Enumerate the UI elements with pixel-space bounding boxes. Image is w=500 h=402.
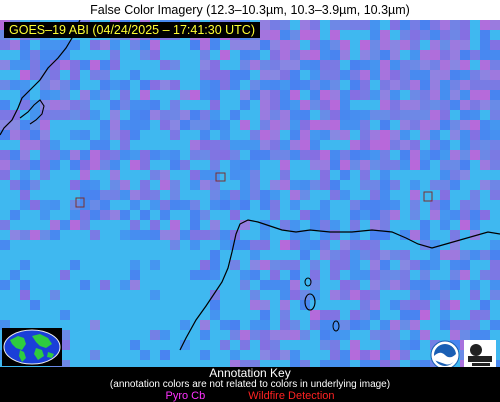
- cimss-logo: [464, 340, 496, 367]
- island-outline: [332, 320, 340, 332]
- legend-wildfire-detection: Wildfire Detection: [248, 390, 335, 402]
- detection-box: [75, 197, 85, 208]
- annotation-key-note: (annotation colors are not related to co…: [109, 379, 391, 390]
- noaa-logo: [430, 340, 460, 367]
- detection-box: [215, 172, 226, 182]
- annotation-key-title: Annotation Key: [209, 366, 291, 380]
- annotation-key-items: Pyro Cb Wildfire Detection: [0, 390, 500, 402]
- detection-box: [423, 191, 433, 202]
- false-color-imagery: [0, 20, 500, 367]
- satellite-map: GOES–19 ABI (04/24/2025 – 17:41:30 UTC): [0, 20, 500, 367]
- coastline-west: [0, 20, 81, 136]
- coastline-bay: [19, 99, 45, 125]
- image-title: False Color Imagery (12.3–10.3µm, 10.3–3…: [0, 0, 500, 20]
- satellite-label: GOES–19 ABI (04/24/2025 – 17:41:30 UTC): [4, 22, 260, 38]
- annotation-key: Annotation Key (annotation colors are no…: [0, 367, 500, 402]
- globe-inset-icon: [2, 328, 62, 366]
- legend-pyro-cb: Pyro Cb: [165, 390, 206, 402]
- imagery-pixels: [0, 20, 500, 367]
- island-outline: [304, 277, 312, 287]
- coastline-south: [179, 219, 500, 351]
- island-outline: [304, 293, 316, 311]
